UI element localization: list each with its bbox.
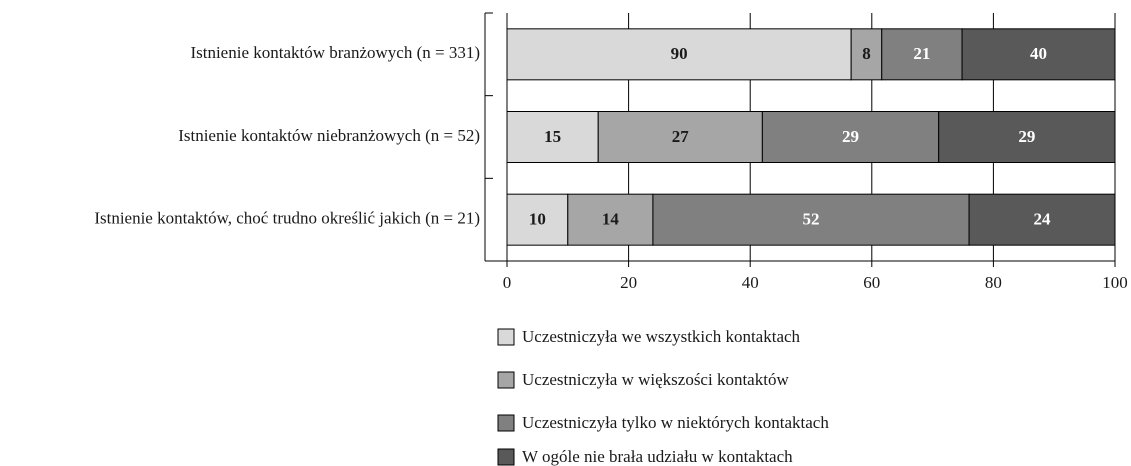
value-label: 8 xyxy=(862,44,871,63)
legend-label: Uczestniczyła we wszystkich kontaktach xyxy=(522,327,801,346)
x-tick-label: 100 xyxy=(1102,273,1128,292)
bar-segment xyxy=(968,193,1116,246)
category-label: Istnienie kontaktów branżowych (n = 331) xyxy=(190,43,480,62)
bar-segment xyxy=(850,28,883,81)
legend-swatch xyxy=(497,414,515,432)
bar-segment xyxy=(506,28,852,81)
category-label: Istnienie kontaktów niebranżowych (n = 5… xyxy=(178,126,480,145)
value-label: 29 xyxy=(1018,127,1035,146)
value-label: 40 xyxy=(1030,44,1047,63)
x-tick-label: 20 xyxy=(620,273,637,292)
x-tick-label: 0 xyxy=(503,273,512,292)
bar-segment xyxy=(938,111,1116,163)
legend-label: Uczestniczyła tylko w niektórych kontakt… xyxy=(522,413,829,432)
value-label: 14 xyxy=(602,210,620,229)
legend-swatch xyxy=(497,371,515,389)
bar-segment xyxy=(961,28,1116,81)
legend-label: Uczestniczyła w większości kontaktów xyxy=(522,370,789,389)
bar-segment xyxy=(761,111,940,163)
x-tick-label: 80 xyxy=(985,273,1002,292)
bar-segment xyxy=(881,28,963,81)
legend-label: W ogóle nie brała udziału w kontaktach xyxy=(522,447,793,466)
value-label: 29 xyxy=(842,127,859,146)
x-tick-label: 40 xyxy=(742,273,759,292)
value-label: 21 xyxy=(913,44,930,63)
value-label: 15 xyxy=(544,127,561,146)
value-label: 10 xyxy=(529,210,546,229)
x-tick-label: 60 xyxy=(863,273,880,292)
legend-swatch xyxy=(497,448,515,466)
value-label: 24 xyxy=(1034,210,1052,229)
value-label: 90 xyxy=(671,44,688,63)
value-label: 27 xyxy=(672,127,690,146)
category-label: Istnienie kontaktów, choć trudno określi… xyxy=(94,209,480,228)
value-label: 52 xyxy=(803,210,820,229)
bar-segment xyxy=(652,193,970,246)
bar-segment xyxy=(597,111,763,163)
bar-segment xyxy=(567,193,654,246)
legend-swatch xyxy=(497,328,515,346)
